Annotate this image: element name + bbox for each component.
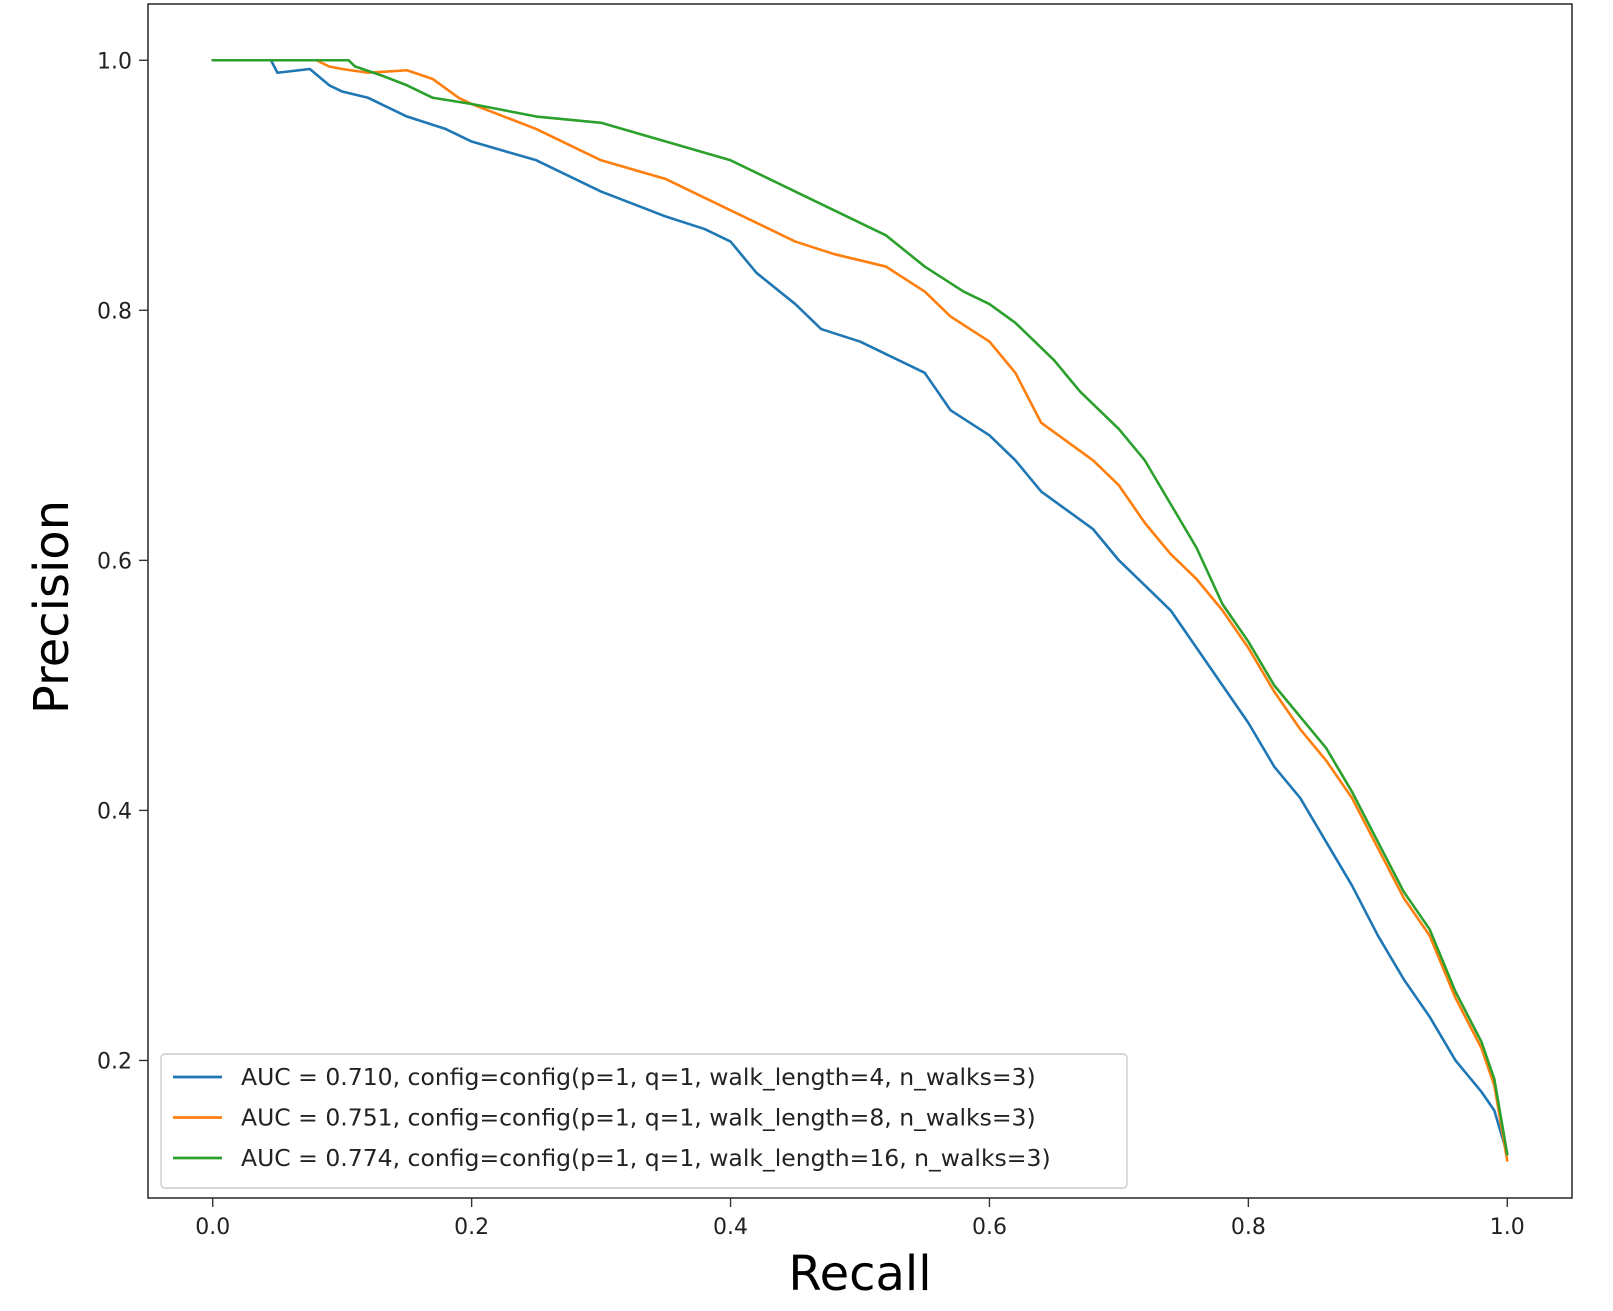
y-axis-ticks: 0.2 0.4 0.6 0.8 1.0 [97,49,148,1074]
legend: AUC = 0.710, config=config(p=1, q=1, wal… [160,1053,1128,1189]
y-tick-label: 0.6 [97,549,132,574]
x-axis-ticks: 0.0 0.2 0.4 0.6 0.8 1.0 [195,1198,1525,1240]
x-tick-label: 0.2 [454,1215,489,1240]
x-axis-label: Recall [788,1246,931,1302]
y-tick-label: 0.8 [97,299,132,324]
legend-box [160,1053,1128,1189]
x-tick-label: 0.4 [713,1215,748,1240]
plot-frame [147,3,1573,1199]
y-tick-label: 1.0 [97,49,132,74]
x-tick-label: 1.0 [1490,1215,1525,1240]
series-line-3 [211,58,1509,1156]
x-tick-label: 0.8 [1231,1215,1266,1240]
x-tick-label: 0.6 [972,1215,1007,1240]
series-line-2 [211,58,1509,1162]
y-tick-label: 0.2 [97,1049,132,1074]
series-line-1 [211,58,1509,1156]
legend-label-3: AUC = 0.774, config=config(p=1, q=1, wal… [241,1144,1051,1172]
legend-label-1: AUC = 0.710, config=config(p=1, q=1, wal… [241,1063,1036,1091]
plot-background [148,4,1572,1198]
y-axis-label: Precision [24,500,80,714]
legend-label-2: AUC = 0.751, config=config(p=1, q=1, wal… [241,1104,1036,1132]
series-layer [211,58,1509,1162]
x-tick-label: 0.0 [195,1215,230,1240]
y-tick-label: 0.4 [97,799,132,824]
